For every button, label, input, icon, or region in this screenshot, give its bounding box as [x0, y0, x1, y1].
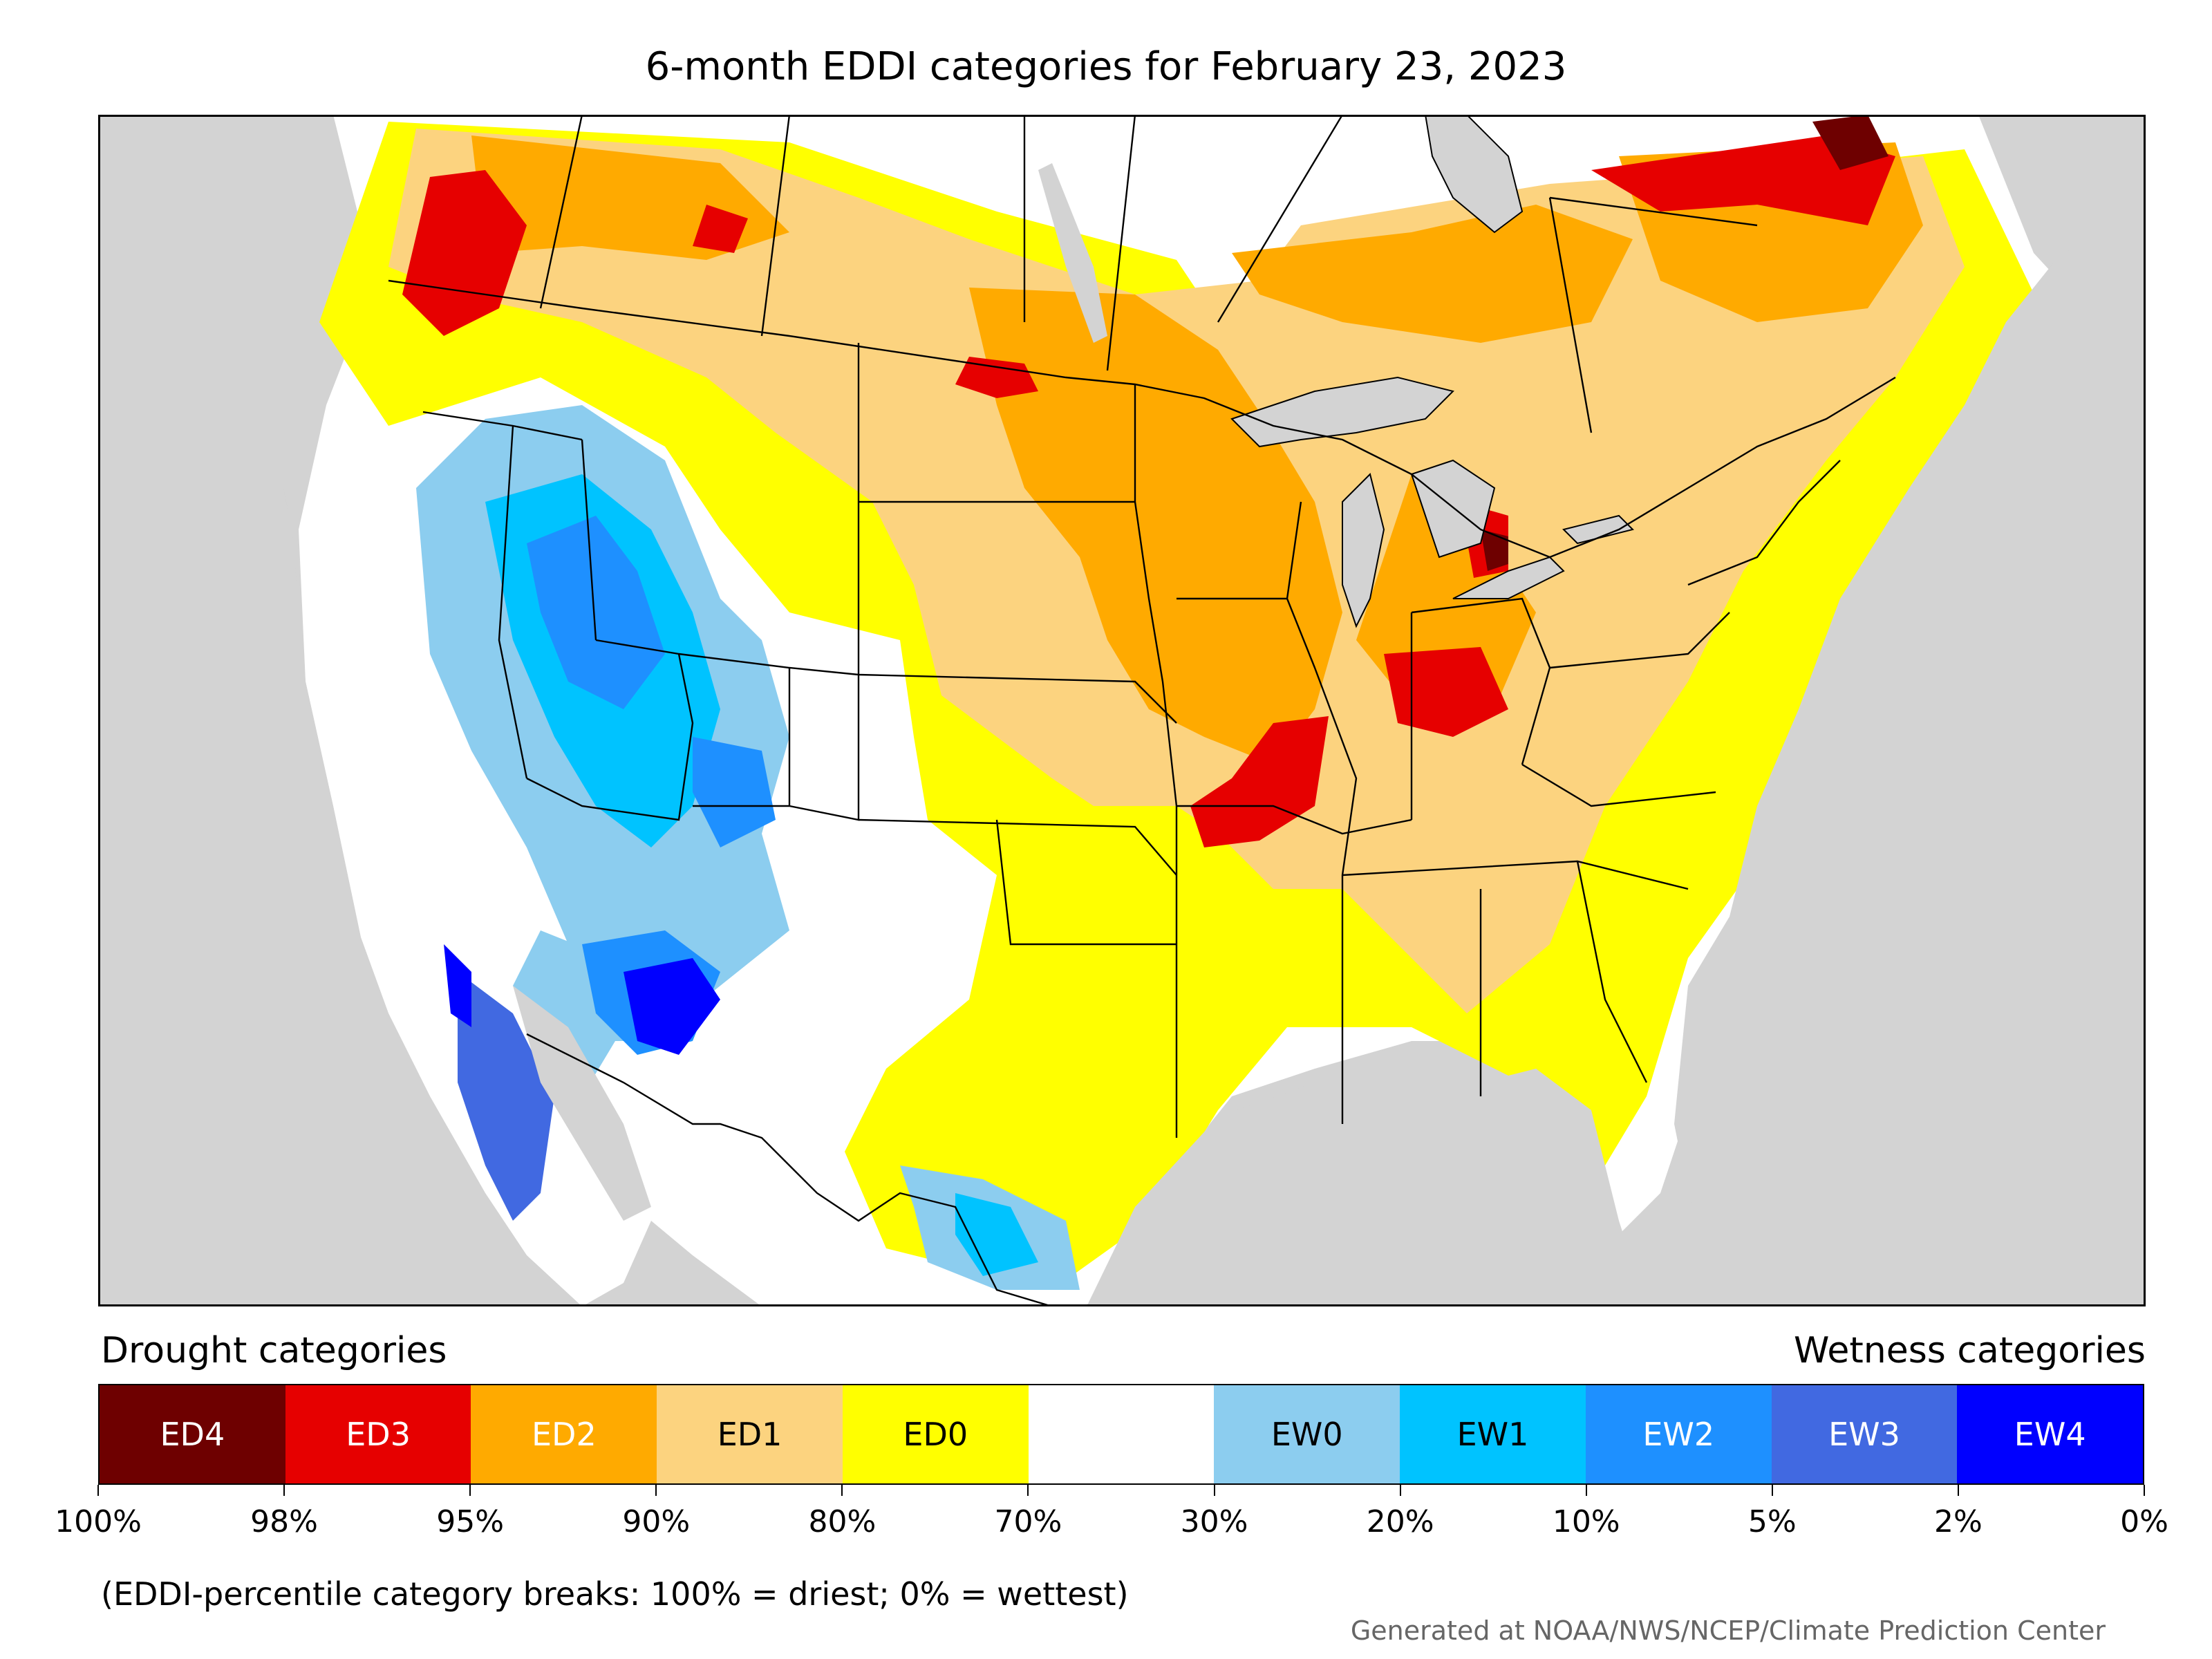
colorbar-segment-ed2: ED2 — [471, 1385, 657, 1483]
province-lines — [539, 115, 1758, 433]
colorbar-segment-ew4: EW4 — [1957, 1385, 2144, 1483]
colorbar-segment-ew3: EW3 — [1771, 1385, 1958, 1483]
tick-label: 90% — [622, 1504, 691, 1539]
map-title: 6-month EDDI categories for February 23,… — [645, 44, 1567, 89]
percentile-note: (EDDI-percentile category breaks: 100% =… — [101, 1575, 1129, 1613]
tick-label: 10% — [1552, 1504, 1620, 1539]
category-colorbar: ED4 ED3 ED2 ED1 ED0 EW0 EW1 EW2 EW3 EW4 — [98, 1384, 2144, 1485]
state-lines-central — [1134, 384, 1412, 1138]
tick-mark — [1585, 1485, 1587, 1496]
drought-shading — [319, 115, 2047, 1290]
colorbar-segment-ed4: ED4 — [100, 1385, 285, 1483]
tick-label: 0% — [2120, 1504, 2168, 1539]
tick-mark — [283, 1485, 285, 1496]
ew2-area — [527, 516, 776, 1055]
wetness-categories-heading: Wetness categories — [1794, 1330, 2146, 1371]
james-bay — [1424, 115, 1524, 234]
colorbar-ticks: 100% 98% 95% 90% 80% 70% 30% 20% 10% 5% 2% 0% — [55, 1485, 2168, 1561]
colorbar-segment-ew1: EW1 — [1400, 1385, 1586, 1483]
drought-categories-heading: Drought categories — [101, 1330, 447, 1371]
pacific-ocean — [98, 115, 582, 1306]
ed4-area — [1481, 115, 1888, 571]
state-lines-east — [1342, 460, 1841, 1096]
ed2-area — [471, 135, 1923, 765]
tick-label: 20% — [1366, 1504, 1434, 1539]
tick-mark — [1399, 1485, 1401, 1496]
colorbar-segment-ew2: EW2 — [1585, 1385, 1772, 1483]
tick-label: 5% — [1747, 1504, 1797, 1539]
colorbar-segment-normal — [1028, 1385, 1215, 1483]
tick-mark — [1957, 1485, 1959, 1496]
colorbar-segment-ed0: ED0 — [842, 1385, 1029, 1483]
us-canada-border — [388, 279, 1896, 559]
tick-mark — [1213, 1485, 1215, 1496]
lake-erie — [1452, 556, 1565, 599]
state-lines-west — [422, 411, 860, 821]
credit-text: Generated at NOAA/NWS/NCEP/Climate Predi… — [1350, 1615, 2106, 1646]
tick-mark — [1771, 1485, 1773, 1496]
tick-mark — [841, 1485, 843, 1496]
tick-label: 30% — [1180, 1504, 1248, 1539]
atlantic-ocean — [1674, 225, 2146, 1306]
tick-label: 70% — [994, 1504, 1062, 1539]
us-mexico-border — [526, 1033, 1053, 1306]
ew3-area — [458, 972, 554, 1221]
colorbar-segment-ew0: EW0 — [1214, 1385, 1400, 1483]
lake-michigan — [1342, 473, 1385, 628]
colorbar-segment-ed1: ED1 — [657, 1385, 843, 1483]
tick-mark — [655, 1485, 657, 1496]
lake-winnipeg — [1038, 163, 1107, 343]
tick-mark — [1027, 1485, 1029, 1496]
tick-mark — [469, 1485, 471, 1496]
eddi-map — [98, 115, 2146, 1306]
tick-label: 100% — [55, 1504, 142, 1539]
tick-label: 95% — [436, 1504, 505, 1539]
tick-mark — [97, 1485, 99, 1496]
gulf-of-mexico — [1087, 1069, 1647, 1306]
ew4-area — [444, 944, 720, 1055]
colorbar-segment-ed3: ED3 — [285, 1385, 471, 1483]
tick-label: 80% — [808, 1504, 877, 1539]
state-lines-plains — [857, 343, 1177, 946]
tick-mark — [2144, 1485, 2145, 1496]
tick-label: 98% — [250, 1504, 318, 1539]
great-lakes — [1230, 376, 1634, 628]
political-boundaries — [388, 115, 1896, 1306]
lake-huron — [1410, 459, 1496, 559]
map-border — [98, 115, 2146, 1306]
lake-ontario — [1562, 514, 1634, 545]
tick-label: 2% — [1934, 1504, 1983, 1539]
